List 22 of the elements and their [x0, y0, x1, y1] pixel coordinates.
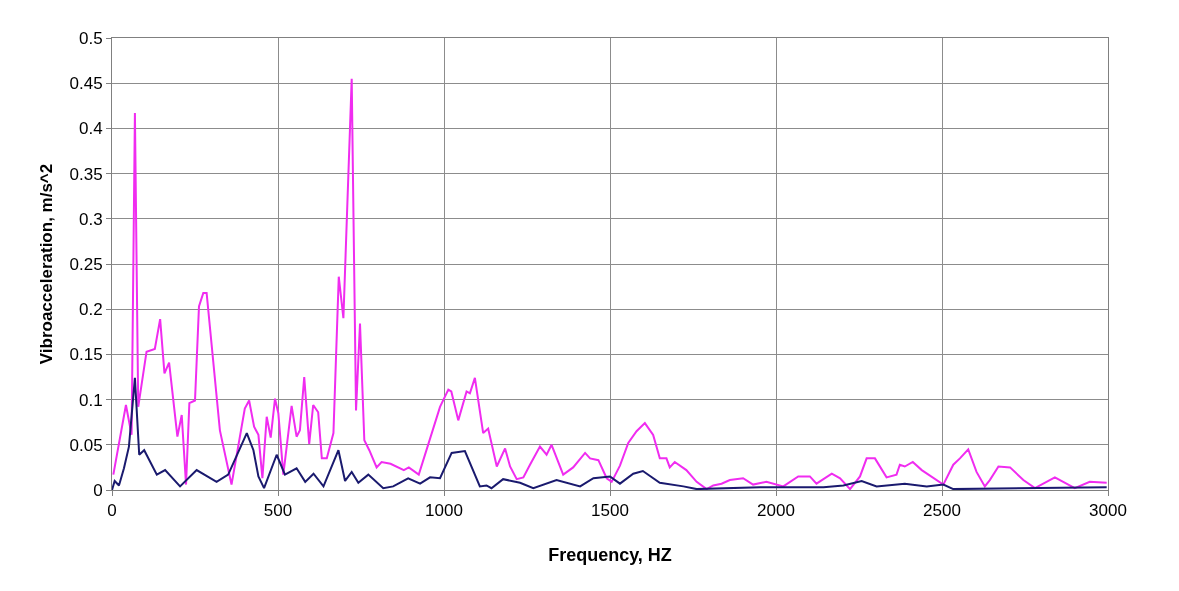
x-tick-label: 0 [107, 501, 117, 521]
y-tick-label: 0.2 [78, 300, 103, 320]
x-tick-label: 1500 [591, 501, 629, 521]
y-tick-label: 0.15 [69, 345, 103, 365]
y-axis-title: Vibroacceleration, m/s^2 [37, 163, 57, 365]
y-tick-label: 0 [93, 480, 103, 500]
y-tick-label: 0.25 [69, 254, 103, 274]
line-series [112, 77, 1108, 490]
x-tick-label: 500 [263, 501, 293, 521]
y-tick-label: 0.1 [78, 390, 103, 410]
x-tick-label: 2000 [757, 501, 795, 521]
x-tick-label: 2500 [923, 501, 961, 521]
y-tick-label: 0.3 [78, 209, 103, 229]
x-axis-title: Frequency, HZ [548, 544, 672, 565]
x-tick-label: 1000 [425, 501, 463, 521]
y-tick-label: 0.35 [69, 164, 103, 184]
line-series [112, 376, 1108, 490]
y-tick-label: 0.4 [78, 119, 103, 139]
y-tick-label: 0.05 [69, 435, 103, 455]
y-tick-label: 0.5 [78, 28, 103, 48]
y-tick-label: 0.45 [69, 74, 103, 94]
x-tick-label: 3000 [1089, 501, 1127, 521]
